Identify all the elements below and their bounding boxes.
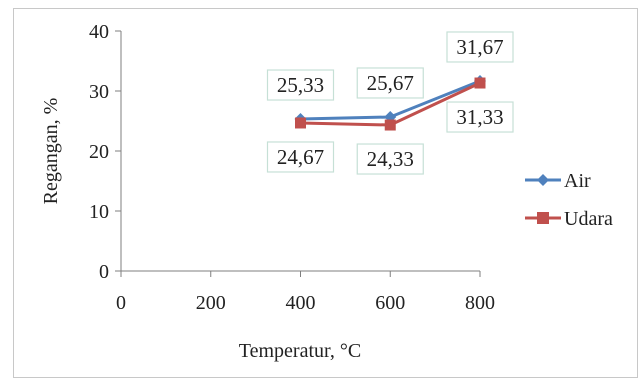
- data-label-text: 24,33: [367, 147, 414, 171]
- data-label-box: [266, 69, 335, 101]
- x-tick-label: 400: [286, 292, 316, 314]
- legend-item-air: Air: [525, 170, 591, 192]
- legend-item-udara: Udara: [525, 208, 613, 230]
- x-tick-label: 200: [196, 292, 226, 314]
- legend-label: Udara: [564, 208, 613, 230]
- y-tick-label: 30: [89, 81, 109, 103]
- data-label-air: 31,67: [446, 31, 514, 63]
- axes: [115, 30, 481, 277]
- legend-label: Air: [564, 170, 591, 192]
- data-label-text: 31,67: [456, 35, 503, 59]
- y-tick-label: 0: [99, 261, 109, 283]
- data-point-udara: [384, 119, 396, 131]
- data-label-udara: 24,33: [356, 143, 424, 175]
- data-label-box: [446, 101, 514, 133]
- data-point-udara: [295, 117, 306, 129]
- y-axis-title: Regangan, %: [40, 98, 62, 205]
- data-label-box: [356, 143, 424, 175]
- legend-marker: [537, 174, 549, 186]
- data-label-box: [356, 67, 424, 99]
- data-label-box: [266, 141, 335, 173]
- data-point-udara: [474, 77, 486, 89]
- data-labels: 25,33 25,67 31,67 24,67 24,33 31,33: [266, 31, 514, 175]
- series-udara: [295, 77, 486, 131]
- data-label-text: 24,67: [277, 145, 324, 169]
- x-tick-label: 0: [116, 292, 126, 314]
- data-label-air: 25,33: [266, 69, 335, 101]
- y-tick-label: 20: [89, 141, 109, 163]
- data-label-box: [446, 31, 514, 63]
- legend: Air Udara: [525, 170, 613, 230]
- data-label-udara: 31,33: [446, 101, 514, 133]
- data-label-text: 31,33: [456, 105, 503, 129]
- y-tick-label: 10: [89, 201, 109, 223]
- x-axis-title: Temperatur, °C: [239, 340, 361, 362]
- y-tick-label: 40: [89, 21, 109, 43]
- data-label-air: 25,67: [356, 67, 424, 99]
- x-tick-label: 600: [375, 292, 405, 314]
- data-label-text: 25,33: [277, 73, 324, 97]
- data-label-text: 25,67: [367, 71, 414, 95]
- x-tick-label: 800: [465, 292, 495, 314]
- series-lines: [294, 74, 486, 131]
- data-label-udara: 24,67: [266, 141, 335, 173]
- legend-marker: [537, 212, 549, 224]
